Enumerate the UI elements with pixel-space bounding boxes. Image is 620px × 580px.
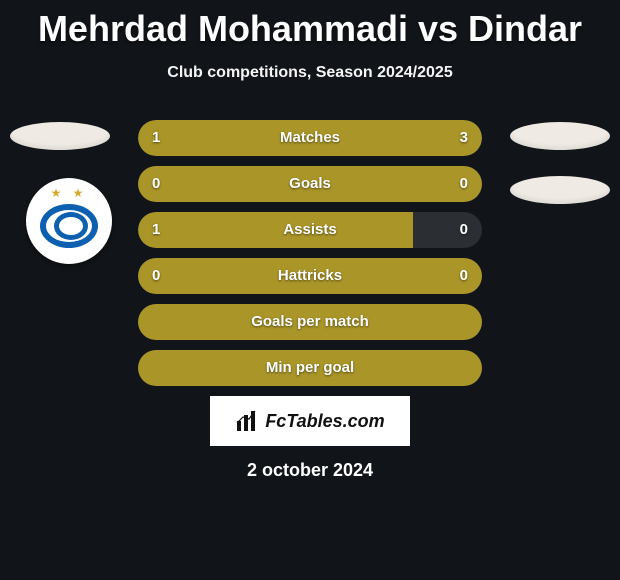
stat-row: 13Matches [138, 120, 482, 156]
player2-curve [510, 122, 610, 150]
stat-label: Goals [138, 166, 482, 202]
page-title: Mehrdad Mohammadi vs Dindar [0, 0, 620, 50]
subtitle: Club competitions, Season 2024/2025 [0, 64, 620, 82]
player1-curve [10, 122, 110, 150]
star-icon: ★ ★ [26, 186, 112, 200]
player2-curve2 [510, 176, 610, 204]
logo-ring-inner [54, 212, 88, 240]
stat-label: Goals per match [138, 304, 482, 340]
stat-row: 00Goals [138, 166, 482, 202]
fctables-badge: FcTables.com [210, 396, 410, 446]
stat-row: Min per goal [138, 350, 482, 386]
date-label: 2 october 2024 [0, 460, 620, 481]
stat-label: Assists [138, 212, 482, 248]
stat-label: Matches [138, 120, 482, 156]
stat-label: Hattricks [138, 258, 482, 294]
fctables-label: FcTables.com [265, 411, 384, 432]
chart-icon [235, 409, 259, 433]
stat-label: Min per goal [138, 350, 482, 386]
stat-row: Goals per match [138, 304, 482, 340]
stats-container: 13Matches 00Goals 10Assists 00Hattricks Goal… [138, 120, 482, 396]
stat-row: 10Assists [138, 212, 482, 248]
stat-row: 00Hattricks [138, 258, 482, 294]
club-logo: ★ ★ [26, 178, 112, 264]
